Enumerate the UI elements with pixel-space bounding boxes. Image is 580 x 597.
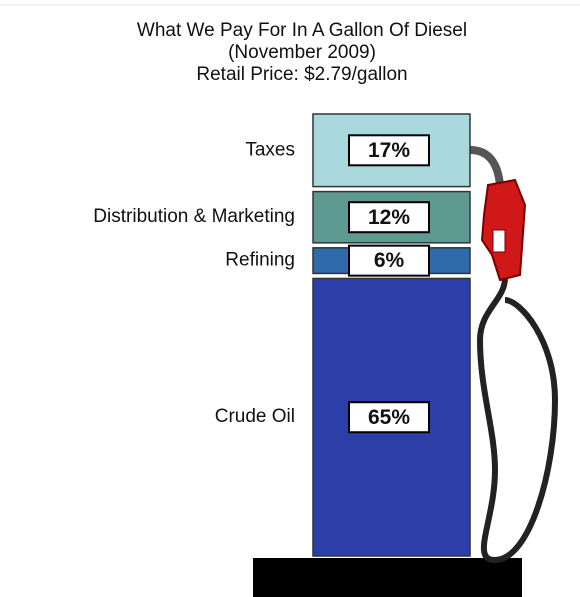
value-label-box — [348, 244, 430, 277]
category-label: Refining — [225, 250, 295, 271]
value-label-box — [348, 401, 430, 434]
pump-base — [253, 558, 522, 597]
category-label: Distribution & Marketing — [93, 206, 295, 227]
value-label: 65% — [368, 406, 410, 429]
hose-top — [469, 146, 504, 186]
price-label: Retail Price: $2.79/gallon — [196, 64, 407, 85]
nozzle-grip — [492, 229, 506, 253]
value-label: 17% — [368, 139, 410, 162]
category-label: Taxes — [245, 139, 295, 160]
category-label: Crude Oil — [215, 406, 295, 427]
value-label: 6% — [374, 249, 405, 272]
chart-title: What We Pay For In A Gallon Of Diesel — [137, 20, 467, 41]
value-label-box — [348, 201, 430, 234]
chart-subtitle: (November 2009) — [228, 42, 376, 63]
hose-loop — [476, 277, 559, 564]
value-label-box — [348, 134, 430, 167]
value-label: 12% — [368, 206, 410, 229]
